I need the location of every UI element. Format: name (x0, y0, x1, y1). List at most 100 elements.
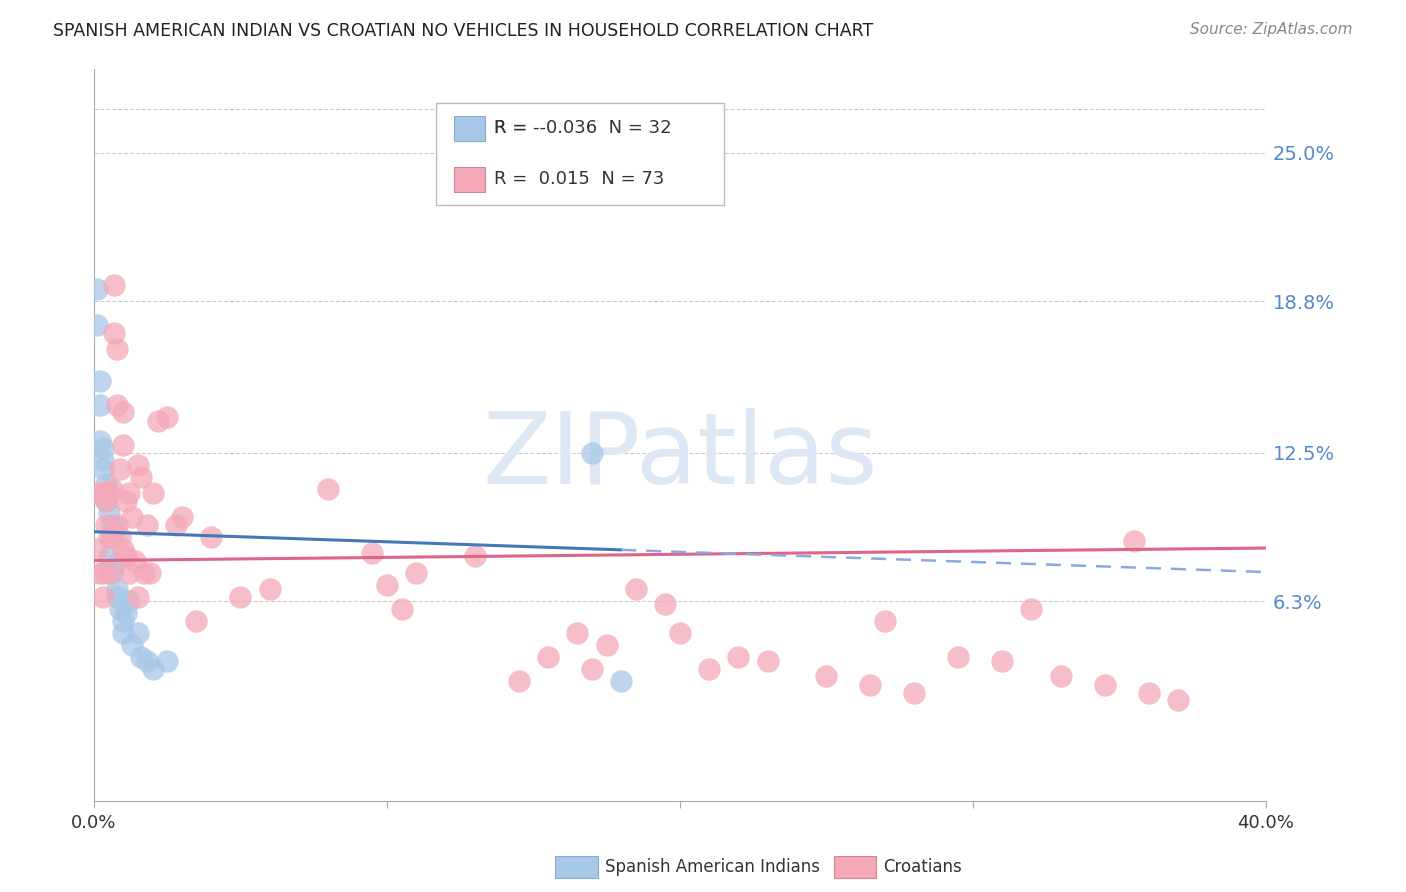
Point (141, 661, 163, 675)
Point (165, 517, 187, 532)
Point (112, 405, 135, 419)
Point (138, 566, 160, 580)
Point (124, 553, 146, 567)
Point (86, 541, 108, 556)
Point (94, 493, 117, 508)
Point (112, 541, 135, 556)
Point (105, 343, 128, 357)
Point (110, 462, 132, 476)
Point (118, 594, 141, 608)
Text: ZIPatlas: ZIPatlas (482, 408, 877, 505)
Point (103, 277, 125, 292)
Point (112, 614, 135, 628)
Text: Croatians: Croatians (883, 858, 962, 876)
Point (946, 649, 969, 664)
Point (1094, 678, 1116, 692)
Point (94, 493, 117, 508)
Point (115, 607, 138, 621)
Point (91, 590, 114, 604)
Point (89, 397, 111, 411)
Point (669, 625, 692, 640)
Point (89, 566, 111, 580)
Text: R =  0.015  N = 73: R = 0.015 N = 73 (494, 170, 664, 188)
Text: SPANISH AMERICAN INDIAN VS CROATIAN NO VEHICLES IN HOUSEHOLD CORRELATION CHART: SPANISH AMERICAN INDIAN VS CROATIAN NO V… (53, 22, 873, 40)
Point (537, 649, 560, 664)
Point (105, 517, 128, 532)
Point (508, 673, 530, 688)
Point (654, 597, 676, 611)
Point (103, 326, 125, 340)
Point (1167, 692, 1189, 706)
Point (316, 482, 339, 496)
Point (132, 566, 155, 580)
Point (186, 614, 208, 628)
Point (1137, 685, 1160, 699)
Point (100, 482, 122, 496)
Point (129, 469, 152, 483)
Point (100, 529, 122, 543)
Point (115, 549, 138, 563)
Point (105, 582, 128, 597)
Point (991, 654, 1014, 668)
Point (86, 486, 108, 500)
Text: Source: ZipAtlas.com: Source: ZipAtlas.com (1189, 22, 1353, 37)
Point (103, 524, 125, 539)
Point (464, 549, 486, 563)
Point (375, 577, 398, 591)
Point (135, 654, 157, 668)
Point (610, 673, 633, 688)
Point (97, 566, 120, 580)
Point (873, 614, 896, 628)
Point (1122, 534, 1144, 549)
Point (94, 486, 117, 500)
Point (86, 282, 108, 296)
Point (156, 654, 179, 668)
Point (1049, 669, 1071, 683)
Point (89, 434, 111, 448)
Point (697, 661, 720, 675)
Point (135, 517, 157, 532)
Point (148, 414, 170, 428)
Text: R = --0.036  N = 32: R = --0.036 N = 32 (494, 120, 671, 137)
Point (405, 566, 427, 580)
Point (815, 669, 838, 683)
Text: R =: R = (494, 120, 533, 137)
Point (156, 409, 179, 424)
Point (391, 601, 413, 615)
Point (105, 397, 128, 411)
Point (97, 549, 120, 563)
Point (112, 438, 135, 452)
Point (94, 476, 117, 491)
Point (567, 625, 589, 640)
Point (581, 445, 603, 459)
Point (859, 678, 882, 692)
Point (110, 529, 132, 543)
Point (756, 654, 779, 668)
Point (1021, 601, 1043, 615)
Point (105, 590, 128, 604)
Point (361, 546, 384, 560)
Point (581, 661, 603, 675)
Point (727, 649, 749, 664)
Point (624, 582, 647, 597)
Point (86, 318, 108, 333)
Text: Spanish American Indians: Spanish American Indians (605, 858, 820, 876)
Point (903, 685, 925, 699)
Point (121, 510, 143, 524)
Point (141, 486, 163, 500)
Point (97, 506, 120, 520)
Point (91, 462, 114, 476)
Point (118, 566, 141, 580)
Point (595, 638, 617, 652)
Point (127, 625, 149, 640)
Point (94, 517, 117, 532)
Point (121, 638, 143, 652)
Point (118, 486, 141, 500)
Point (112, 625, 135, 640)
Point (115, 493, 138, 508)
Point (103, 558, 125, 573)
Point (91, 452, 114, 467)
Point (170, 510, 193, 524)
Point (259, 582, 281, 597)
Point (200, 529, 222, 543)
